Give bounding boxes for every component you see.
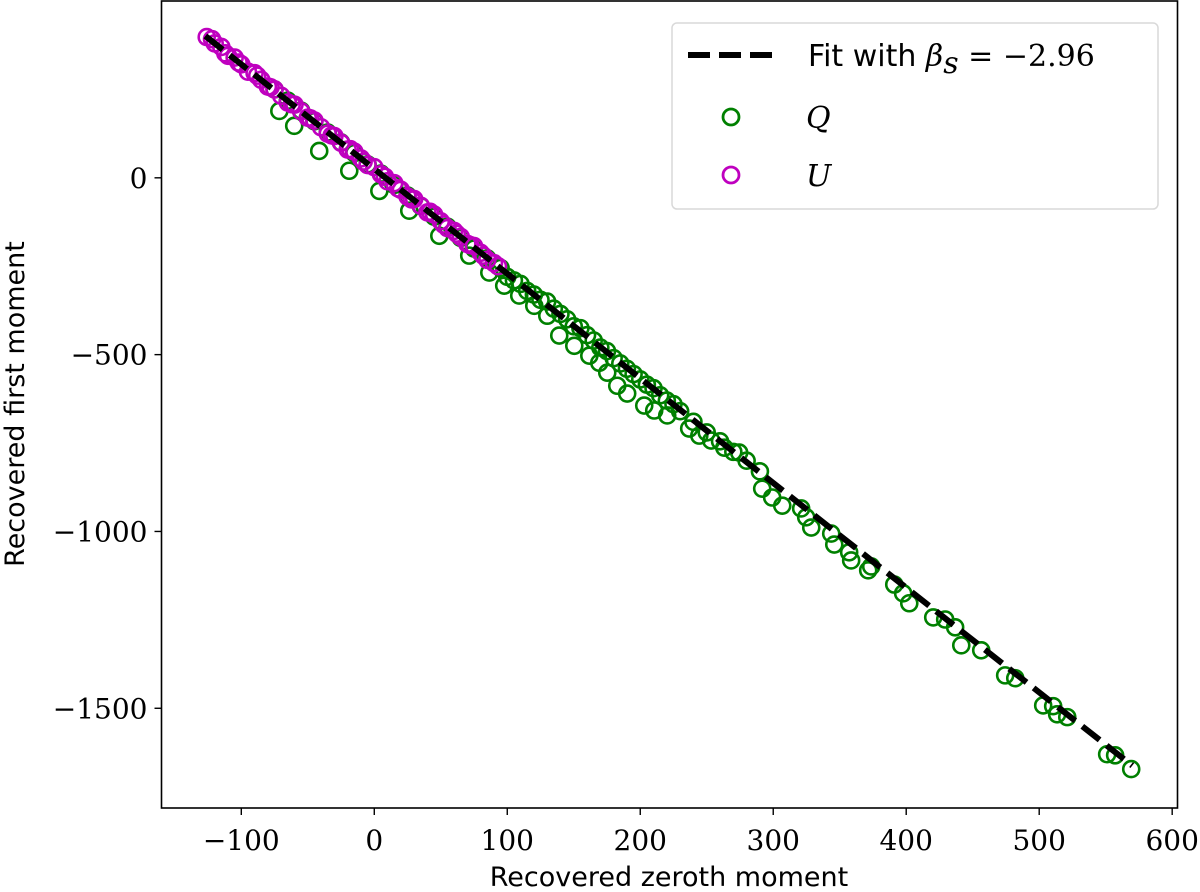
data-point-q xyxy=(841,551,861,570)
y-axis: 0 −500 −1000 −1500 xyxy=(53,162,162,725)
x-tick-label: 200 xyxy=(614,824,667,857)
y-axis-label: Recovered first moment xyxy=(0,241,31,567)
legend-fit-symbol: β xyxy=(925,39,943,74)
data-point-u xyxy=(447,224,467,243)
legend-q-marker xyxy=(721,107,741,127)
data-point-q xyxy=(858,561,878,580)
data-point-q xyxy=(951,636,971,655)
x-axis-label: Recovered zeroth moment xyxy=(490,862,848,892)
data-point-q xyxy=(564,336,584,356)
data-point-q xyxy=(724,442,743,462)
data-point-q xyxy=(899,593,919,613)
data-point-q xyxy=(737,451,756,471)
data-point-q xyxy=(549,326,569,345)
data-point-q xyxy=(824,535,844,554)
legend-box xyxy=(671,22,1159,210)
data-point-q xyxy=(670,401,690,421)
data-point-q xyxy=(399,201,419,221)
data-point-u xyxy=(247,66,267,85)
data-point-q xyxy=(634,396,654,415)
data-point-q xyxy=(309,141,329,161)
legend-u-marker xyxy=(721,165,741,185)
x-tick-label: 400 xyxy=(879,824,932,857)
data-point-u xyxy=(354,152,373,171)
fit-line xyxy=(203,33,1135,768)
plot-frame xyxy=(160,0,1179,809)
legend-fit-prefix: Fit with xyxy=(808,39,926,74)
legend-fit-value: = −2.96 xyxy=(959,39,1095,74)
x-tick-label: 600 xyxy=(1145,824,1198,857)
y-tick-label: −1000 xyxy=(53,515,148,548)
x-tick-label: 300 xyxy=(747,824,800,857)
x-tick-label: 100 xyxy=(481,824,534,857)
data-point-q xyxy=(617,384,637,403)
data-point-q xyxy=(1121,759,1141,779)
y-tick-label: −1500 xyxy=(53,692,148,725)
fit-line-group xyxy=(203,33,1135,768)
y-tick-label: 0 xyxy=(130,162,148,195)
legend-fit-subscript: s xyxy=(943,46,958,81)
data-point-u xyxy=(484,253,504,273)
legend: Fit with βs = −2.96 Q U xyxy=(671,22,1159,210)
legend-fit-label: Fit with βs = −2.96 xyxy=(808,39,1095,81)
data-point-q xyxy=(750,462,770,481)
data-point-u xyxy=(420,202,440,222)
y-tick-label: −500 xyxy=(71,339,148,372)
data-point-q xyxy=(772,496,792,515)
data-point-u xyxy=(488,256,508,276)
data-point-q xyxy=(791,499,811,518)
data-point-u xyxy=(238,62,258,82)
data-point-u xyxy=(216,44,235,63)
x-axis: −100 0 100 200 300 400 500 600 xyxy=(203,808,1199,857)
data-point-q xyxy=(801,518,821,537)
x-tick-label: 0 xyxy=(365,824,383,857)
legend-q-label: Q xyxy=(806,101,831,136)
data-point-q xyxy=(945,617,965,637)
data-point-q xyxy=(284,116,304,136)
legend-u-label: U xyxy=(806,159,833,194)
data-point-q xyxy=(339,161,359,181)
series-u xyxy=(197,27,508,276)
x-tick-label: −100 xyxy=(203,824,280,857)
x-tick-label: 500 xyxy=(1012,824,1065,857)
